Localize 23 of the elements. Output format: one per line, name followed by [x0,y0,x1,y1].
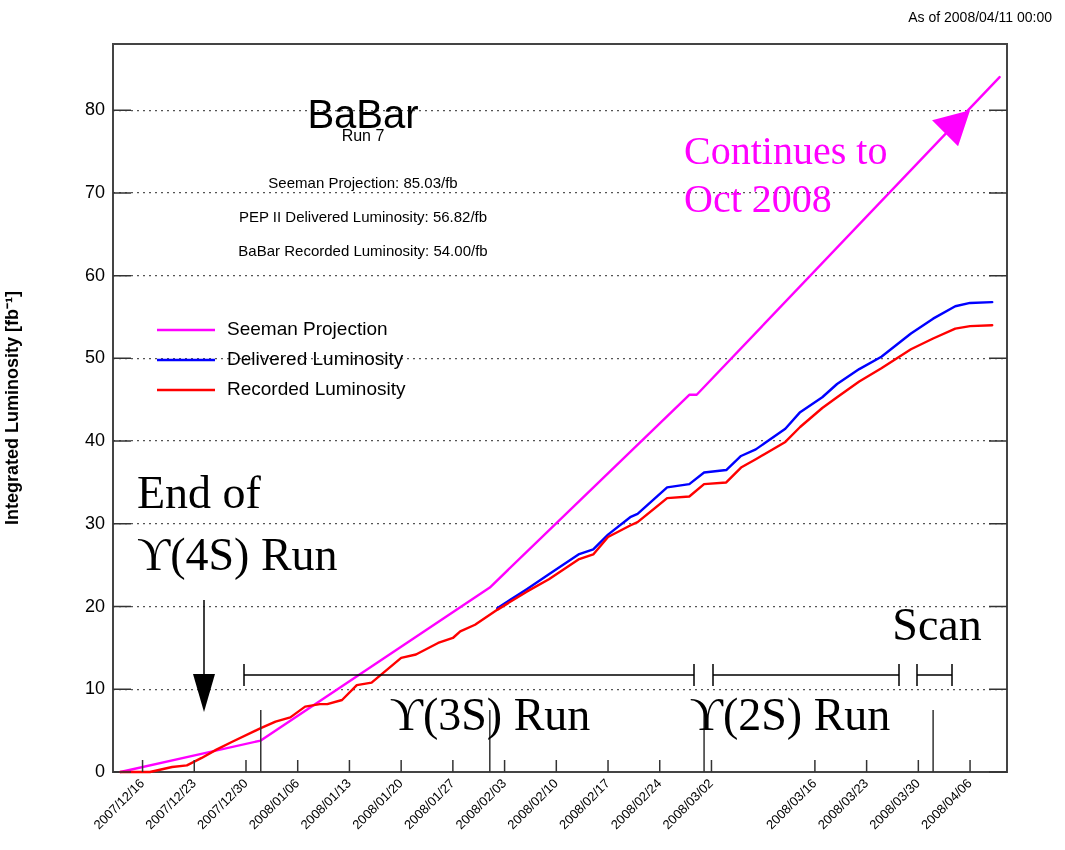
annotation: Seeman Projection: 85.03/fb [268,174,458,191]
y-tick-label: 80 [84,99,105,120]
annotation: Scan [892,599,982,650]
text: Run 7 [341,127,385,144]
annotation: ϒ(2S) Run [689,689,891,740]
y-axis-title: Integrated Luminosity [fb⁻¹] [1,291,22,525]
y-tick-label: 0 [94,760,105,781]
y-tick-label: 60 [84,264,105,285]
text: As of 2008/04/11 00:00 [908,9,1053,25]
annotation: PEP II Delivered Luminosity: 56.82/fb [238,208,488,225]
annotation: End of ϒ(4S) Run [137,467,338,580]
annotation: Continues to Oct 2008 [684,128,888,222]
y-tick-label: 50 [84,347,105,368]
legend-label: Recorded Luminosity [227,378,406,400]
y-tick-label: 20 [84,595,105,616]
y-tick-label: 10 [84,678,105,699]
legend-label: Seeman Projection [227,318,388,340]
y-tick-label: 70 [84,181,105,202]
annotation: BaBar Recorded Luminosity: 54.00/fb [238,242,488,259]
legend-label: Delivered Luminosity [227,348,404,370]
y-tick-label: 40 [84,430,105,451]
y-tick-label: 30 [84,512,105,533]
annotation: ϒ(3S) Run [389,689,591,740]
